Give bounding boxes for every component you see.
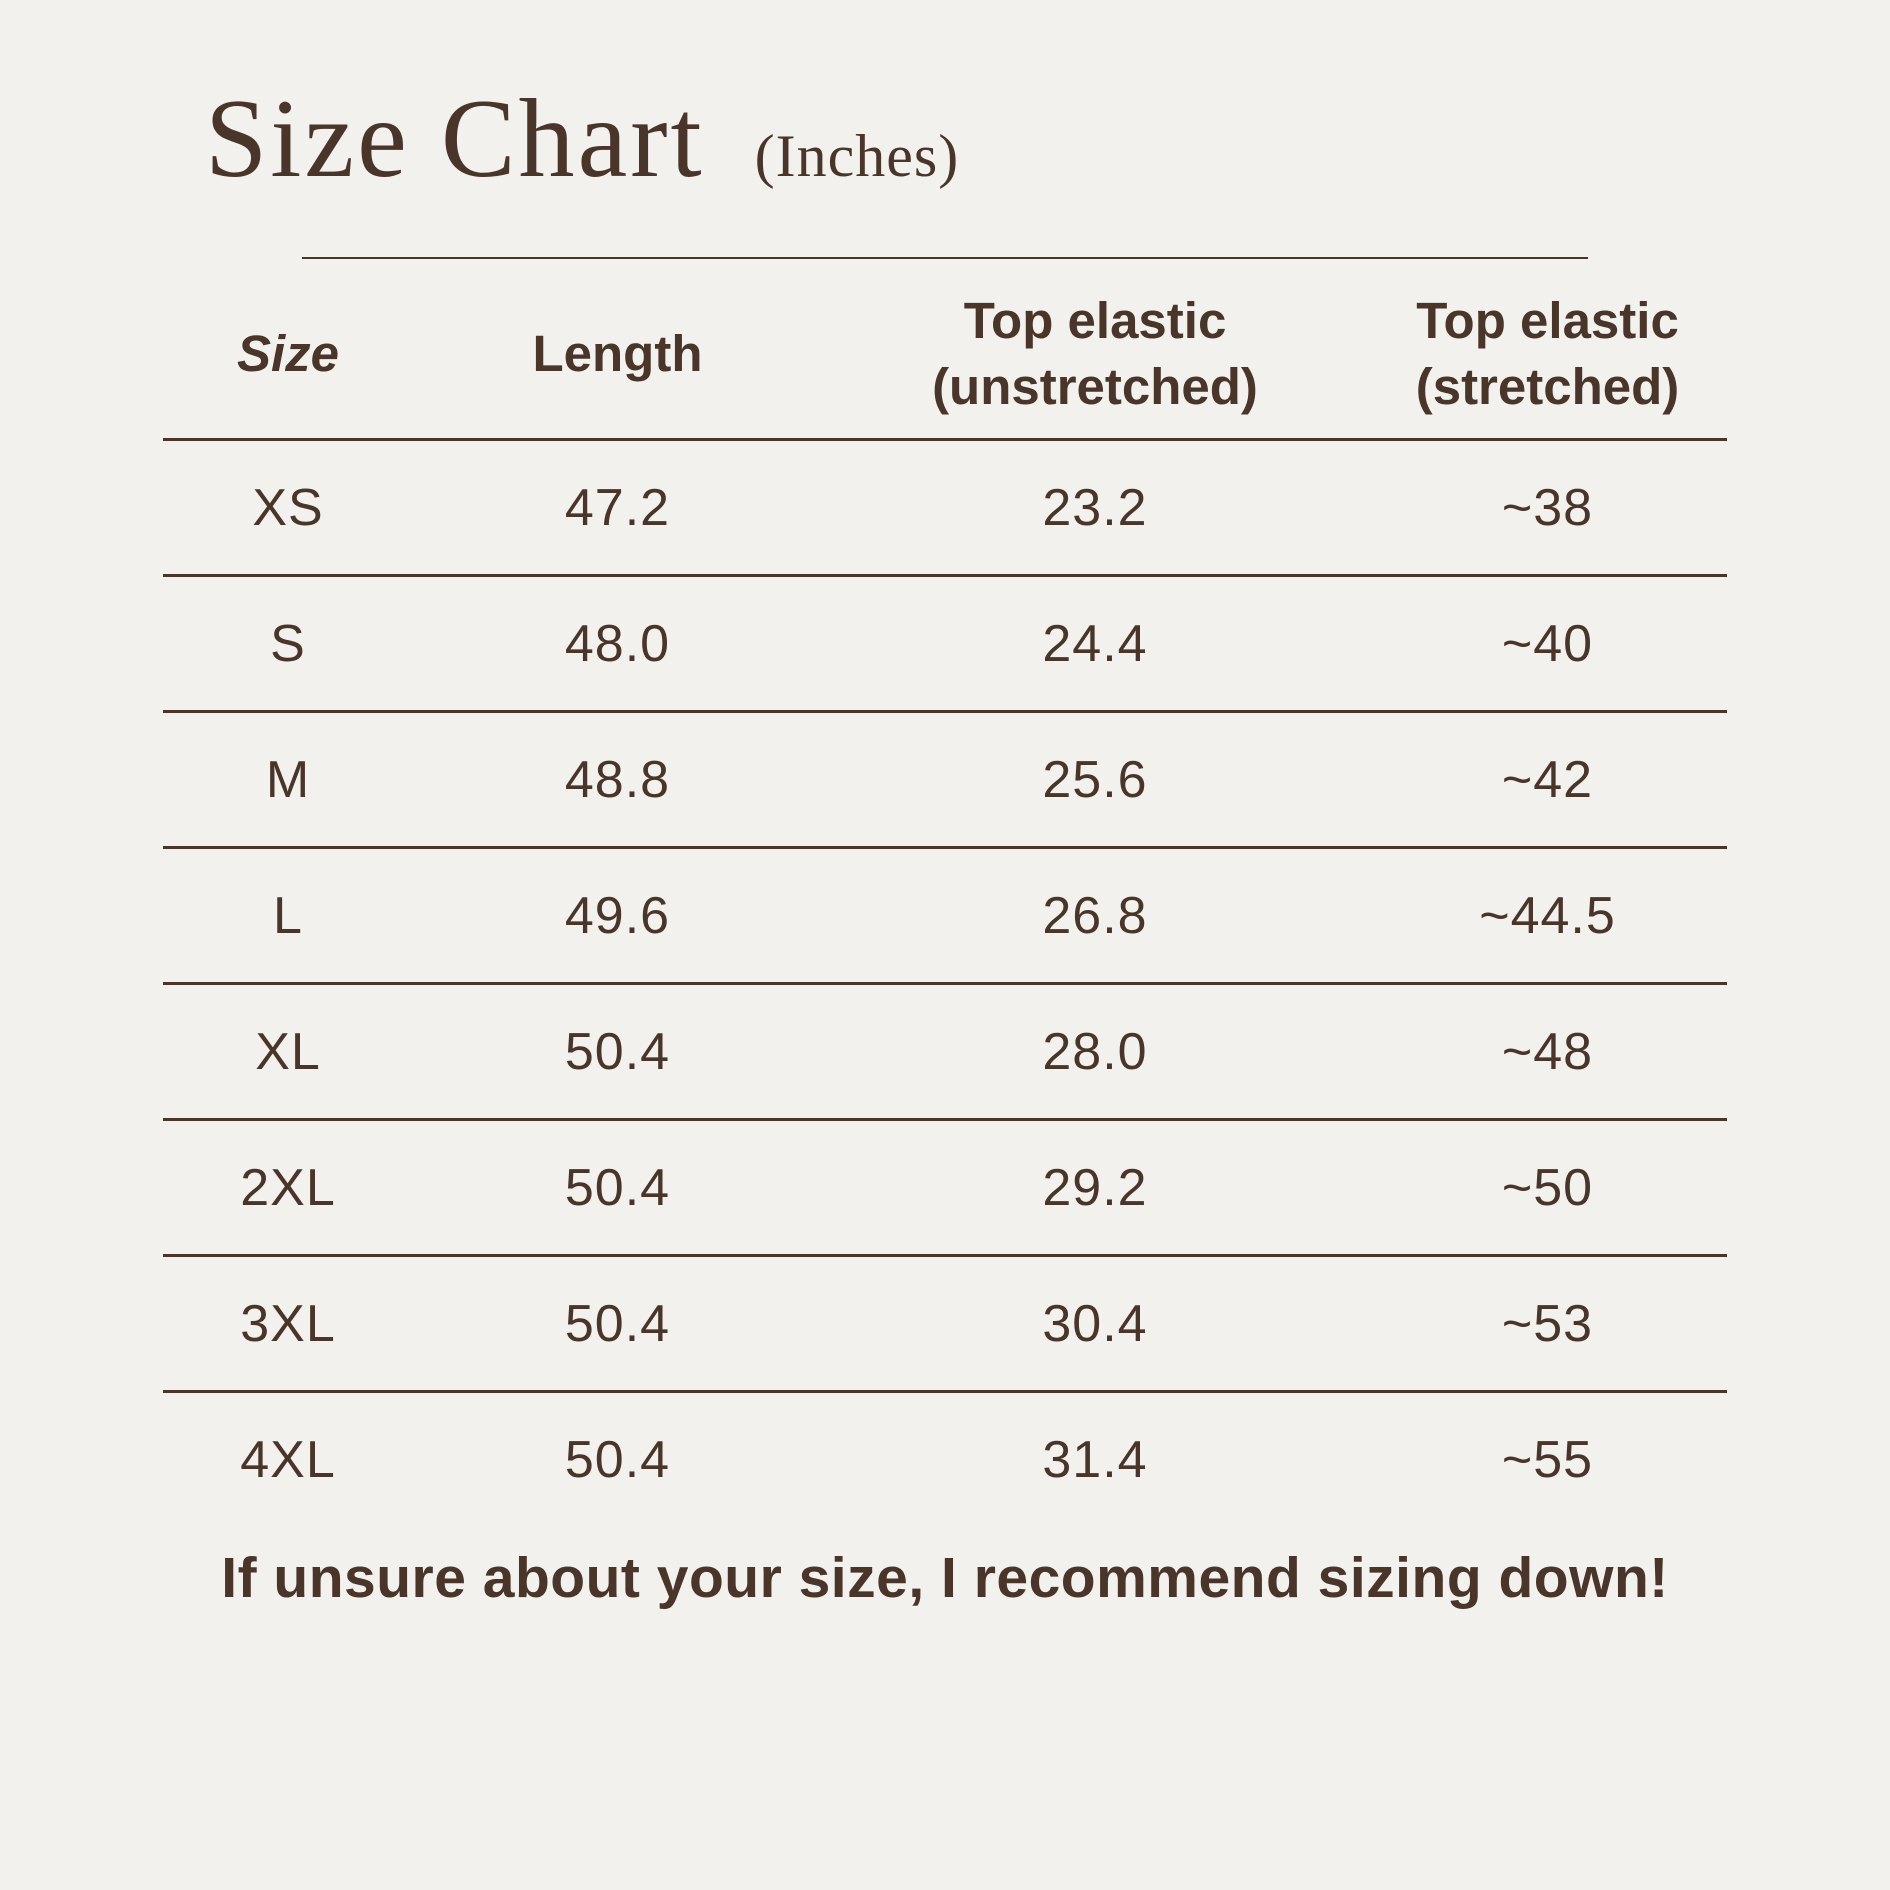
table-row-m: M 48.8 25.6 ~42 <box>163 711 1727 849</box>
stretched-cell: ~50 <box>1368 1119 1727 1257</box>
size-cell: 2XL <box>163 1119 413 1257</box>
length-cell: 47.2 <box>413 439 822 577</box>
page-title: Size Chart (Inches) <box>205 77 960 201</box>
stretched-cell: ~48 <box>1368 983 1727 1121</box>
table-row-s: S 48.0 24.4 ~40 <box>163 575 1727 713</box>
unstretched-cell: 25.6 <box>822 711 1368 849</box>
unstretched-cell: 28.0 <box>822 983 1368 1121</box>
length-cell: 50.4 <box>413 1255 822 1393</box>
length-cell: 50.4 <box>413 983 822 1121</box>
table-row-xs: XS 47.2 23.2 ~38 <box>163 439 1727 577</box>
column-header-top-elastic-unstretched: Top elastic (unstretched) <box>822 270 1368 441</box>
stretched-cell: ~44.5 <box>1368 847 1727 985</box>
length-cell: 49.6 <box>413 847 822 985</box>
table-row-3xl: 3XL 50.4 30.4 ~53 <box>163 1255 1727 1393</box>
table-header-row: Size Length Top elastic (unstretched) To… <box>163 270 1727 441</box>
unstretched-cell: 30.4 <box>822 1255 1368 1393</box>
table-row-4xl: 4XL 50.4 31.4 ~55 <box>163 1392 1727 1527</box>
size-cell: XL <box>163 983 413 1121</box>
size-cell: 4XL <box>240 1430 336 1489</box>
unstretched-cell: 29.2 <box>822 1119 1368 1257</box>
stretched-cell: ~42 <box>1368 711 1727 849</box>
table-row-2xl: 2XL 50.4 29.2 ~50 <box>163 1119 1727 1257</box>
stretched-cell: ~53 <box>1368 1255 1727 1393</box>
table-row-xl: XL 50.4 28.0 ~48 <box>163 983 1727 1121</box>
length-cell: 50.4 <box>413 1119 822 1257</box>
stretched-cell: ~38 <box>1368 439 1727 577</box>
column-header-size: Size <box>163 270 413 441</box>
column-header-top-elastic-stretched: Top elastic (stretched) <box>1368 270 1727 441</box>
sizing-advice-note: If unsure about your size, I recommend s… <box>221 1546 1669 1610</box>
unstretched-cell: 24.4 <box>822 575 1368 713</box>
unstretched-cell: 23.2 <box>822 439 1368 577</box>
length-cell: 50.4 <box>564 1430 671 1489</box>
page-title-unit: (Inches) <box>754 123 960 189</box>
page-title-text: Size Chart <box>205 77 705 201</box>
stretched-cell: ~40 <box>1368 575 1727 713</box>
size-cell: XS <box>163 439 413 577</box>
unstretched-cell: 31.4 <box>1042 1430 1148 1489</box>
column-header-length-label: Length <box>532 324 703 382</box>
length-cell: 48.8 <box>413 711 822 849</box>
size-cell: S <box>163 575 413 713</box>
unstretched-cell: 26.8 <box>822 847 1368 985</box>
table-row-l: L 49.6 26.8 ~44.5 <box>163 847 1727 985</box>
column-header-length: Length <box>413 270 822 441</box>
size-cell: M <box>163 711 413 849</box>
size-chart-table: Size Length Top elastic (unstretched) To… <box>163 270 1727 1526</box>
column-header-size-label: Size <box>236 324 340 382</box>
length-cell: 48.0 <box>413 575 822 713</box>
stretched-cell: ~55 <box>1501 1430 1594 1489</box>
size-cell: L <box>163 847 413 985</box>
title-divider <box>302 257 1588 259</box>
size-cell: 3XL <box>163 1255 413 1393</box>
